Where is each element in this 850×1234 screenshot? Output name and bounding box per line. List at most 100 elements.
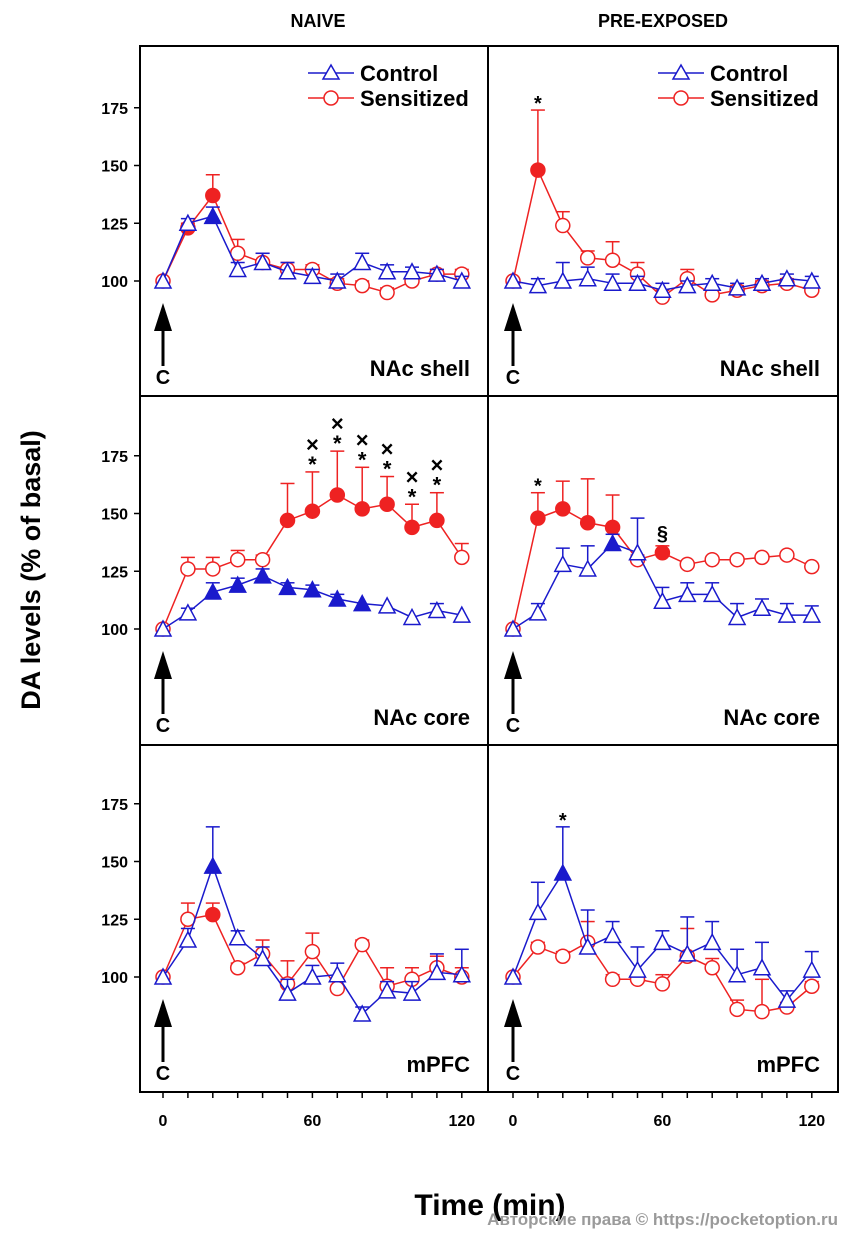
legend-label: Control xyxy=(360,61,438,86)
data-point xyxy=(253,252,272,271)
significance-mark: * xyxy=(559,810,567,832)
significance-mark: * xyxy=(534,93,542,115)
injection-label: C xyxy=(156,1063,170,1085)
significance-mark: § xyxy=(657,523,668,545)
data-point xyxy=(802,271,822,289)
injection-label: C xyxy=(506,367,520,389)
x-tick-label: 0 xyxy=(159,1113,168,1130)
data-point xyxy=(604,252,621,268)
data-point xyxy=(303,580,322,598)
data-point xyxy=(278,577,297,596)
data-point xyxy=(555,501,571,517)
y-tick-label: 125 xyxy=(101,216,128,233)
significance-star: * xyxy=(333,431,342,456)
x-tick-label: 60 xyxy=(304,1113,322,1130)
data-point xyxy=(777,605,797,623)
data-point xyxy=(804,558,820,575)
data-point xyxy=(752,598,772,616)
data-point xyxy=(654,545,671,561)
y-tick-label: 125 xyxy=(101,564,128,581)
data-point xyxy=(578,269,597,287)
data-point xyxy=(530,510,546,526)
y-tick-label: 175 xyxy=(101,449,128,466)
data-point xyxy=(452,965,472,983)
data-point xyxy=(377,596,397,614)
data-point xyxy=(802,960,822,978)
data-point xyxy=(278,262,297,280)
y-tick-label: 100 xyxy=(101,970,128,987)
data-point xyxy=(503,619,523,637)
data-point xyxy=(754,549,770,566)
data-point xyxy=(628,273,647,292)
column-title-naive: NAIVE xyxy=(290,11,345,31)
data-point xyxy=(804,978,820,994)
legend-triangle-icon xyxy=(321,63,341,80)
data-point xyxy=(679,556,696,573)
data-point xyxy=(555,217,571,234)
data-point xyxy=(727,965,747,983)
data-point xyxy=(377,262,397,280)
data-point xyxy=(354,277,370,294)
region-label: mPFC xyxy=(406,1052,470,1077)
data-point xyxy=(603,533,622,552)
data-point xyxy=(777,269,797,287)
data-point xyxy=(704,551,720,568)
region-label: NAc core xyxy=(373,705,470,730)
injection-label: C xyxy=(506,1063,520,1085)
data-point xyxy=(802,605,822,623)
data-point xyxy=(653,932,672,951)
y-tick-label: 100 xyxy=(101,274,128,291)
injection-label: C xyxy=(156,715,170,737)
data-point xyxy=(678,584,697,603)
significance-cross: × xyxy=(381,437,394,462)
y-tick-label: 175 xyxy=(101,101,128,118)
data-point xyxy=(352,593,372,612)
x-tick-label: 120 xyxy=(798,1113,825,1130)
significance-star: * xyxy=(358,447,367,472)
data-point xyxy=(503,271,523,289)
data-point xyxy=(205,906,221,923)
data-point xyxy=(553,554,573,573)
legend-triangle-icon xyxy=(671,63,691,80)
legend-circle-icon xyxy=(673,90,689,106)
significance-cross: × xyxy=(306,432,319,457)
data-point xyxy=(427,264,447,282)
data-point xyxy=(530,939,546,955)
data-point xyxy=(377,981,397,999)
data-point xyxy=(203,206,223,225)
significance-cross: × xyxy=(430,453,443,478)
y-tick-label: 150 xyxy=(101,159,128,176)
data-point xyxy=(429,512,445,529)
injection-label: C xyxy=(156,367,170,389)
series-control xyxy=(503,826,822,1008)
data-point xyxy=(528,276,548,294)
significance-cross: × xyxy=(406,464,419,489)
data-point xyxy=(427,600,447,619)
data-point xyxy=(653,280,672,298)
series-control xyxy=(153,826,472,1022)
data-point xyxy=(228,928,247,946)
data-point xyxy=(379,496,395,513)
data-point xyxy=(628,543,647,561)
injection-arrowhead-icon xyxy=(154,651,172,679)
y-tick-label: 150 xyxy=(101,507,128,524)
series-sensitized xyxy=(155,450,470,637)
series-sensitized xyxy=(505,478,820,637)
data-point xyxy=(578,937,597,955)
data-point xyxy=(304,943,321,960)
data-point xyxy=(352,1004,372,1022)
data-point xyxy=(427,962,447,981)
y-tick-label: 100 xyxy=(101,622,128,639)
data-point xyxy=(328,589,347,607)
panel-mpfc-naive: mPFC C xyxy=(153,826,472,1085)
data-point xyxy=(528,603,548,621)
data-point xyxy=(328,965,347,983)
data-point xyxy=(553,863,573,881)
data-point xyxy=(530,162,546,178)
injection-arrowhead-icon xyxy=(154,999,172,1027)
data-point xyxy=(777,990,797,1008)
data-point xyxy=(329,487,346,503)
